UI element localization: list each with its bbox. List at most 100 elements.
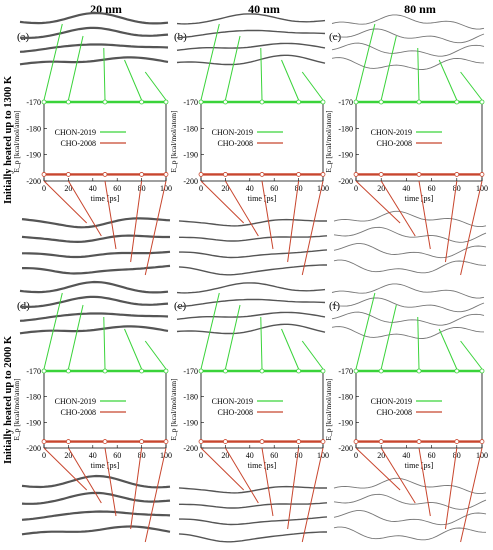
series-marker — [139, 439, 145, 444]
x-axis-label: time [ps] — [91, 461, 120, 470]
snapshot-link — [144, 447, 167, 543]
snapshot-link — [224, 304, 241, 370]
series-marker — [163, 439, 169, 444]
x-tick-label: 100 — [160, 451, 172, 460]
series-marker — [41, 368, 47, 374]
x-tick-label: 0 — [42, 184, 46, 193]
x-tick-label: 100 — [476, 451, 488, 460]
snapshot-link — [67, 304, 84, 370]
snapshot-profile — [21, 491, 171, 505]
snapshot-link — [444, 180, 458, 263]
snapshot-link — [224, 447, 259, 504]
series-marker — [163, 99, 169, 105]
legend-label: CHON-2019 — [212, 397, 253, 406]
y-tick-label: -170 — [338, 367, 353, 376]
snapshot-link — [67, 35, 84, 101]
snapshot-profile — [333, 226, 487, 243]
x-tick-label: 40 — [89, 451, 97, 460]
x-tick-label: 40 — [89, 184, 97, 193]
snapshot-profile — [179, 249, 328, 259]
series-marker — [454, 439, 460, 444]
x-tick-label: 40 — [246, 451, 254, 460]
series-marker — [353, 368, 359, 374]
series-marker — [163, 368, 169, 374]
snapshot-link — [67, 447, 102, 504]
snapshot-profile — [19, 56, 169, 66]
snapshot-link — [43, 292, 63, 370]
snapshot-link — [287, 447, 300, 530]
y-tick-label: -190 — [26, 151, 41, 160]
snapshot-link — [43, 180, 88, 224]
series-marker — [198, 99, 204, 105]
series-marker — [102, 439, 108, 444]
x-tick-label: 80 — [295, 184, 303, 193]
snapshot-link — [418, 180, 431, 250]
series-marker — [454, 172, 460, 177]
x-tick-label: 20 — [64, 184, 72, 193]
snapshot-link — [301, 447, 324, 543]
series-marker — [139, 172, 145, 177]
snapshot-link — [200, 447, 245, 491]
snapshot-link — [355, 292, 376, 370]
snapshot-link — [144, 71, 167, 101]
series-marker — [139, 99, 145, 105]
x-tick-label: 80 — [453, 451, 461, 460]
series-marker — [353, 439, 359, 444]
y-tick-label: -190 — [183, 418, 198, 427]
snapshot-profile — [179, 502, 328, 509]
column-title: 40 nm — [248, 2, 280, 16]
snapshot-link — [103, 47, 106, 101]
chart-panel: (c) -170 -180 -190 -2000 20 40 60 80 100 time [ps]… — [324, 14, 488, 276]
snapshot-link — [261, 447, 274, 517]
series-marker — [479, 172, 485, 177]
snapshot-link — [355, 447, 401, 491]
y-axis-label: E_p [kcal/mol/atom] — [324, 110, 333, 172]
snapshot-profile — [331, 28, 485, 44]
series-marker — [222, 439, 228, 444]
snapshot-link — [355, 180, 401, 224]
snapshot-link — [200, 292, 220, 370]
series-marker — [296, 368, 302, 374]
series-marker — [102, 172, 108, 177]
snapshot-profile — [19, 325, 169, 335]
snapshot-link — [444, 447, 458, 530]
snapshot-link — [380, 180, 416, 237]
y-tick-label: -200 — [183, 177, 198, 186]
snapshot-profile — [331, 57, 485, 70]
y-axis-label: E_p [kcal/mol/atom] — [169, 110, 178, 172]
series-marker — [353, 172, 359, 177]
snapshot-profile — [19, 295, 169, 309]
series-marker — [296, 439, 302, 444]
y-tick-label: -170 — [26, 98, 41, 107]
x-tick-label: 100 — [317, 451, 329, 460]
snapshot-link — [380, 35, 397, 101]
snapshot-link — [460, 340, 483, 370]
series-marker — [102, 368, 108, 374]
y-tick-label: -180 — [26, 124, 41, 133]
snapshot-link — [200, 180, 245, 224]
series-marker — [66, 368, 71, 374]
snapshot-link — [103, 316, 106, 370]
snapshot-profile — [178, 531, 327, 543]
legend-label: CHO-2008 — [376, 408, 412, 417]
snapshot-profile — [19, 43, 169, 53]
series-marker — [259, 99, 265, 105]
x-tick-label: 60 — [428, 451, 436, 460]
x-tick-label: 100 — [160, 184, 172, 193]
snapshot-link — [124, 59, 143, 101]
series-marker — [259, 368, 265, 374]
series-marker — [320, 368, 326, 374]
y-tick-label: -200 — [183, 444, 198, 453]
series-marker — [454, 99, 460, 105]
snapshot-profile — [333, 259, 487, 274]
snapshot-profile — [179, 235, 328, 242]
snapshot-profile — [333, 210, 487, 228]
snapshot-link — [281, 328, 300, 370]
snapshot-profile — [21, 234, 170, 244]
series-marker — [479, 99, 485, 105]
snapshot-link — [438, 328, 458, 370]
snapshot-profile — [333, 510, 487, 526]
snapshot-profile — [176, 282, 326, 294]
x-axis-label: time [ps] — [91, 194, 120, 203]
y-tick-label: -200 — [338, 177, 353, 186]
